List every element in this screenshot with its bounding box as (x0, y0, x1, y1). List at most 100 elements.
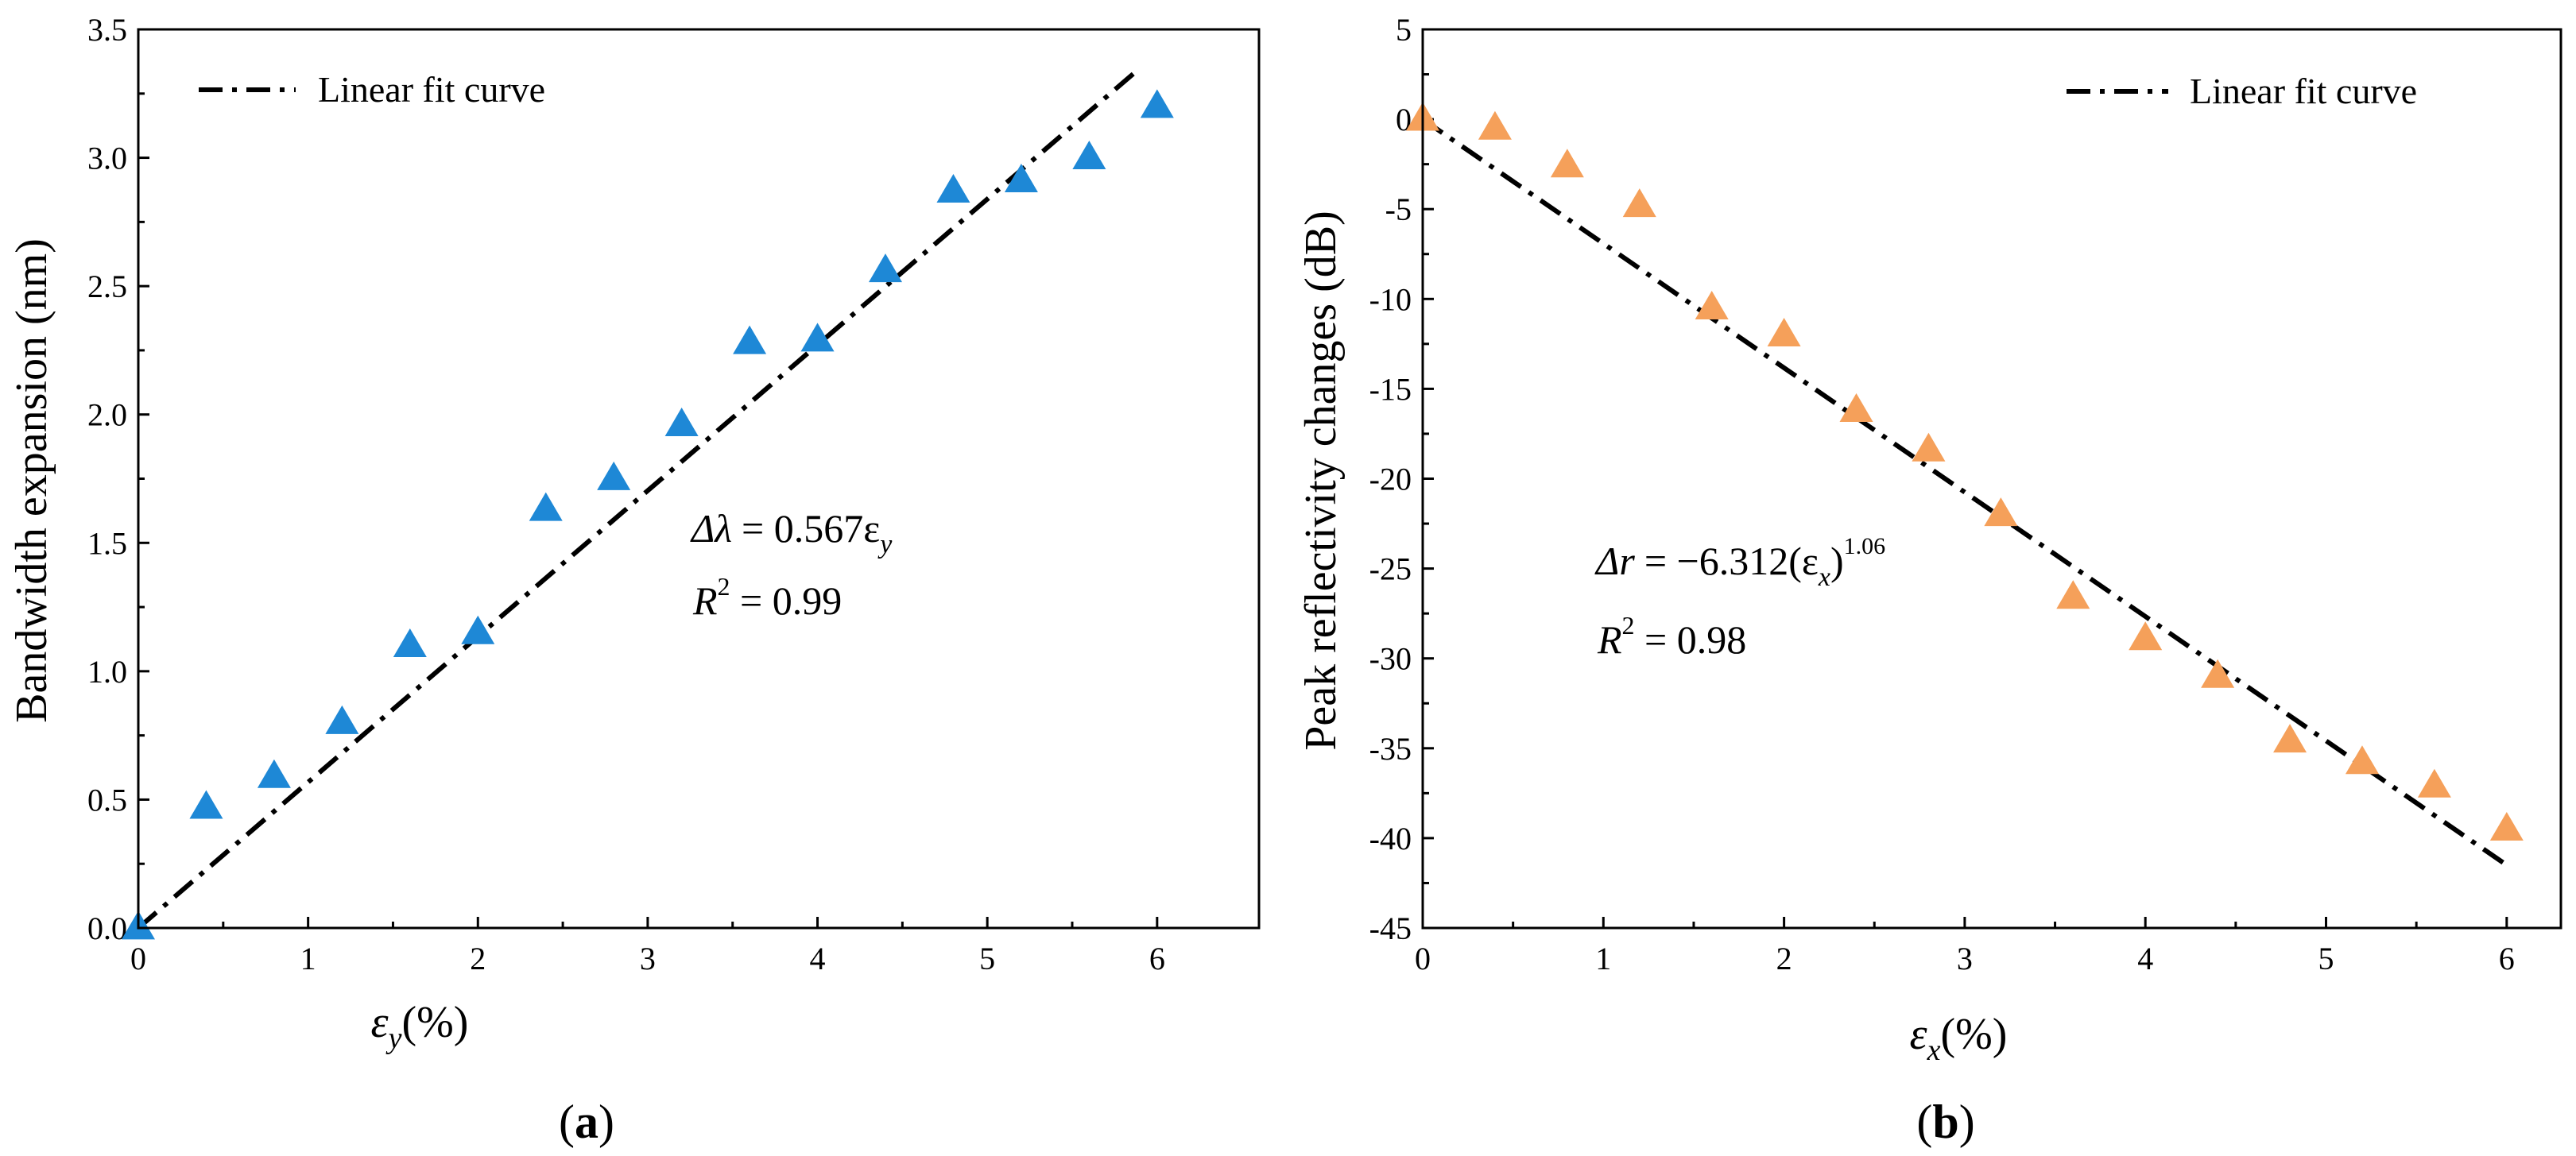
panel-a-ticks: 0 1 2 3 4 5 6 0.0 0.5 1.0 1.5 2.0 2.5 3.0 3.5 (87, 12, 1165, 976)
panel-b-plot-frame (1421, 28, 2562, 930)
panel-a-x-tick-label: 0 (130, 941, 146, 976)
panel-a-data-point (325, 705, 359, 734)
panel-b-y-tick-label: -15 (1369, 371, 1412, 407)
panel-b-x-tick-label: 5 (2318, 941, 2334, 976)
panel-b-y-tick-label: -45 (1369, 910, 1412, 946)
panel-a-label-open: ( (559, 1096, 575, 1148)
panel-b-fit-line (1421, 117, 2508, 868)
panel-a-r2-sup: 2 (718, 572, 730, 601)
panel-a-data-point (869, 253, 902, 283)
panel-b-y-tick-label: -35 (1369, 731, 1412, 767)
panel-b-label-letter: b (1932, 1096, 1958, 1148)
panel-b-y-tick-label: -5 (1385, 191, 1412, 227)
panel-a-y-tick-label: 3.0 (87, 141, 127, 176)
panel-b-label-open: ( (1916, 1096, 1932, 1148)
panel-a-x-tick-label: 4 (810, 941, 826, 976)
panel-b-data-point (1550, 149, 1584, 178)
panel-b-data-point (2489, 811, 2524, 841)
panel-b-r2-sup: 2 (1622, 611, 1635, 640)
panel-b-r2-rest: = 0.98 (1635, 617, 1747, 662)
panel-b-markers (1406, 102, 2524, 841)
panel-a-data-point (257, 759, 291, 788)
panel-b-equation: Δr = −6.312(εx)1.06 (1594, 533, 1885, 592)
panel-a-eq-sub: y (877, 530, 893, 559)
panel-a-label-close: ) (598, 1096, 614, 1148)
panel-b-x-tick-label: 1 (1595, 941, 1611, 976)
panel-b-x-tick-label: 2 (1776, 941, 1792, 976)
panel-a-eq-lhs: Δλ (690, 506, 732, 551)
panel-a-data-point (1004, 164, 1038, 193)
panel-b-y-tick-label: -10 (1369, 281, 1412, 317)
panel-b-y-tick-label: -40 (1369, 821, 1412, 856)
panel-a-data-point (733, 325, 767, 354)
panel-a-label: (a) (559, 1096, 614, 1148)
panel-b-eq-rhs: = −6.312(ε (1644, 539, 1819, 583)
panel-b-r2: R2 = 0.98 (1597, 611, 1746, 662)
panel-b-r2-base: R (1597, 617, 1622, 662)
panel-a-x-tick-label: 2 (470, 941, 486, 976)
panel-a-data-point (664, 408, 699, 437)
panel-b-eq-sup: 1.06 (1844, 533, 1886, 559)
panel-a-plot-frame (137, 28, 1261, 930)
panel-b-data-point (1695, 291, 1729, 320)
panel-a-y-tick-label: 1.0 (87, 654, 127, 690)
panel-a-x-axis-title: εy(%) (371, 998, 469, 1055)
panel-a-x-tick-label: 6 (1149, 941, 1165, 976)
panel-a-data-point (529, 492, 563, 521)
panel-b-data-point (1478, 110, 1512, 140)
panel-b-data-point (1912, 432, 1946, 462)
panel-a-legend-label: Linear fit curve (318, 69, 545, 110)
panel-b-eq-close: ) (1830, 539, 1844, 583)
panel-a-eq-rhs: = 0.567ε (742, 506, 880, 551)
panel-b-y-tick-label: 0 (1396, 102, 1412, 137)
panel-b-x-symbol: ε (1910, 1010, 1928, 1059)
panel-b-data-point (1767, 317, 1801, 346)
panel-a-data-point (393, 628, 427, 657)
panel-a-y-axis-title: Bandwidth expansion (nm) (7, 238, 56, 723)
panel-b-ticks: 0 1 2 3 4 5 6 5 0 -5 -10 -15 -20 -25 -30 -35 -40 -45 (1369, 12, 2515, 976)
panel-a-y-tick-label: 0.0 (87, 910, 127, 946)
panel-b-y-tick-label: -20 (1369, 462, 1412, 497)
panel-b-data-point (2273, 724, 2307, 753)
panel-b-data-point (2056, 580, 2090, 609)
panel-b-label: (b) (1916, 1096, 1974, 1148)
panel-b-label-close: ) (1959, 1096, 1975, 1148)
panel-a-data-point (800, 323, 835, 352)
panel-b-y-tick-label: 5 (1396, 12, 1412, 48)
panel-a-x-unit: (%) (402, 998, 469, 1047)
panel-b-data-point (2201, 659, 2235, 688)
panel-a-y-tick-label: 1.5 (87, 525, 127, 561)
panel-a-markers (122, 89, 1174, 940)
panel-a-x-sub: y (385, 1022, 402, 1055)
chart-panel-b: 0 1 2 3 4 5 6 5 0 -5 -10 -15 -20 -25 -30 -35 -40 -45 Line… (1296, 12, 2562, 1148)
panel-b-eq-sub: x (1818, 563, 1830, 592)
panel-b-data-point (1839, 392, 1873, 422)
panel-b-data-point (2345, 745, 2379, 775)
panel-b-y-axis-title: Peak reflectivity changes (dB) (1296, 211, 1346, 751)
panel-b-eq-lhs: Δr (1594, 539, 1635, 583)
panel-a-fit-line (137, 66, 1142, 930)
panel-a-x-tick-label: 5 (979, 941, 995, 976)
panel-b-y-tick-label: -25 (1369, 551, 1412, 587)
panel-a-data-point (936, 173, 970, 203)
chart-panel-a: 0 1 2 3 4 5 6 0.0 0.5 1.0 1.5 2.0 2.5 3.0 3.5 Linear f… (7, 12, 1261, 1148)
panel-a-x-symbol: ε (371, 998, 389, 1047)
panel-b-data-point (1622, 188, 1656, 218)
panel-a-data-point (597, 461, 631, 490)
panel-a-label-letter: a (575, 1096, 598, 1148)
panel-a-data-point (189, 790, 223, 819)
panel-b-x-tick-label: 4 (2137, 941, 2153, 976)
panel-a-r2-base: R (692, 578, 718, 623)
panel-b-y-tick-label: -30 (1369, 641, 1412, 677)
panel-a-y-tick-label: 2.0 (87, 397, 127, 433)
panel-a-y-tick-label: 0.5 (87, 782, 127, 818)
panel-a-r2: R2 = 0.99 (692, 572, 842, 623)
panel-b-legend-label: Linear fit curve (2190, 71, 2417, 111)
panel-b-x-axis-title: εx(%) (1910, 1010, 2008, 1067)
panel-a-data-point (1140, 89, 1174, 118)
panel-a-r2-rest: = 0.99 (730, 578, 843, 623)
panel-b-x-sub: x (1927, 1034, 1941, 1067)
panel-b-x-tick-label: 0 (1415, 941, 1431, 976)
panel-b-data-point (2129, 621, 2163, 651)
